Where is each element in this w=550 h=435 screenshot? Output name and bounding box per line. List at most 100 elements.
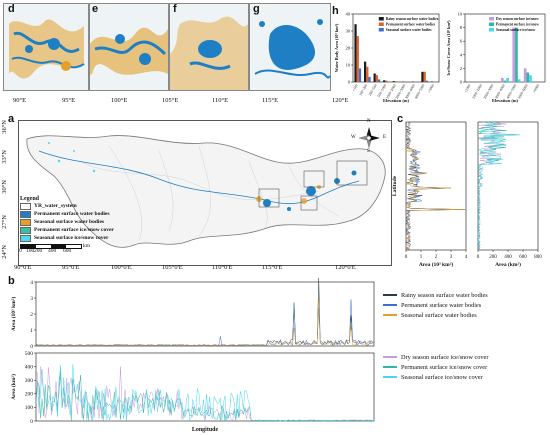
- legend-swatch: [489, 28, 494, 32]
- legend-line: [383, 304, 397, 306]
- x-tick-label: 3000~4000: [404, 83, 416, 99]
- legend-line: [383, 294, 397, 296]
- y-tick-label: 0: [460, 80, 463, 85]
- x-axis-label: Elevation (m): [383, 98, 410, 103]
- y-tick-label: 4: [30, 280, 33, 286]
- y-axis-label: Area (km²): [10, 374, 17, 400]
- panel-letter-d: d: [8, 3, 15, 15]
- top-axis-tick: 120°E: [332, 97, 349, 104]
- x-tick-label: >5000: [427, 83, 435, 93]
- x-tick-label: 200~500: [368, 83, 378, 96]
- legend-label: Seasonal surface water bodies: [34, 219, 105, 225]
- y-tick-label: 300: [25, 378, 34, 384]
- x-axis-label: Area (km²): [495, 261, 521, 268]
- bar: [383, 80, 386, 82]
- y-tick-label: 10: [346, 63, 351, 68]
- y-tick-label: 0: [30, 344, 33, 350]
- x-tick-label: <1000: [464, 83, 472, 93]
- chart-b-top: 0 1 2 3 4 Area (10³ km²): [10, 278, 375, 350]
- x-tick-label: 5000~6000: [517, 83, 529, 99]
- chart-c-left: 0 1 2 3 4 Area (10³ km²) Latitude: [392, 121, 468, 268]
- b-top-legend: Rainy season surface water bodies Permane…: [383, 290, 548, 320]
- series-line: [405, 121, 465, 251]
- plot-frame: [35, 352, 375, 422]
- x-tick-label: 4: [465, 255, 468, 260]
- tile-f: [169, 3, 249, 91]
- b-legend-item: Dry season surface ice/snow cover: [383, 352, 548, 362]
- chart-b-bottom: 0 100 200 300 400 500 Area (km²) Longitude: [10, 351, 375, 433]
- bar: [363, 61, 367, 82]
- y-tick-label: 1: [30, 328, 33, 334]
- legend-line: [383, 366, 397, 368]
- scale-bar: 0 100 200 400 600 km: [19, 243, 170, 257]
- bar: [373, 73, 376, 82]
- legend-swatch: [20, 210, 31, 218]
- legend-item: Seasonal surface ice/snow cover: [20, 234, 170, 242]
- legend-label: Seasonal surface ice/snow cover: [34, 235, 109, 241]
- legend-label: Seasonal surface water bodies: [386, 28, 432, 32]
- legend-label: Permanent surface water bodies: [401, 301, 482, 309]
- panel-letter-h: h: [332, 5, 339, 17]
- b-legend-item: Seasonal surface water bodies: [383, 310, 548, 320]
- y-tick-label: 100: [25, 405, 34, 411]
- map-lat-tick: 30°N: [1, 180, 8, 194]
- y-tick-label: 0: [348, 80, 351, 85]
- y-tick-label: 0: [30, 419, 33, 425]
- y-tick-label: 6: [460, 39, 463, 44]
- y-axis-label: Latitude: [392, 175, 398, 196]
- scale-tick: 200: [34, 248, 43, 254]
- x-tick-label: 1000~2000: [385, 83, 397, 99]
- map-lon-tick: 95°0'E: [62, 264, 80, 271]
- map-frame: [18, 120, 392, 266]
- bar: [394, 81, 398, 82]
- map-legend: Legend YR_water_system Permanent surface …: [19, 196, 170, 257]
- x-tick-label: 2: [435, 255, 438, 260]
- b-legend-item: Permanent surface ice/snow cover: [383, 362, 548, 372]
- x-tick-label: 2000~3000: [395, 83, 407, 99]
- y-tick-label: 30: [346, 29, 351, 34]
- legend-line: [383, 356, 397, 358]
- bar: [503, 80, 507, 82]
- y-tick-label: 2: [30, 312, 33, 318]
- panel-letter-b: b: [8, 275, 15, 287]
- series-line: [477, 121, 521, 251]
- north-label: N: [367, 119, 371, 124]
- plot-frame: [477, 121, 539, 251]
- tile-g: [249, 3, 331, 91]
- top-axis-tick: 100°E: [111, 97, 128, 104]
- panel-letter-c: c: [397, 113, 404, 125]
- legend-label: Permanent surface ice/snow: [496, 23, 539, 27]
- legend-item: Permanent surface ice/snow cover: [20, 226, 170, 234]
- west-label: W: [351, 135, 356, 140]
- x-tick-label: 100~200: [358, 83, 368, 96]
- y-tick-label: 500: [25, 351, 34, 357]
- tile-e: [89, 3, 169, 91]
- legend-line: [383, 314, 397, 316]
- map-lon-tick: 110°0'E: [212, 264, 233, 271]
- x-tick-label: 0: [477, 255, 480, 260]
- panel-letter-e: e: [92, 3, 99, 15]
- b-legend-item: Permanent surface water bodies: [383, 300, 548, 310]
- y-tick-label: 40: [346, 12, 351, 17]
- b-legend-item: Seasonal surface ice/snow cover: [383, 372, 548, 382]
- y-tick-label: 400: [25, 364, 34, 370]
- tile-d: [3, 3, 89, 91]
- bar: [423, 71, 426, 82]
- x-tick-label: 1: [420, 255, 423, 260]
- bar: [387, 81, 390, 82]
- tile-d-map: [4, 4, 88, 90]
- chart-c-right: 0 200 400 600 800 Area (km²): [477, 121, 542, 268]
- legend-swatch: [20, 234, 31, 242]
- legend-label: YR_water_system: [34, 203, 77, 209]
- bar: [512, 27, 516, 83]
- x-tick-label: 4000~5000: [414, 83, 426, 99]
- map-lon-tick: 120°0'E: [335, 264, 356, 271]
- top-axis: 90°E 95°E 100°E 105°E 110°E 115°E 120°E: [0, 97, 370, 107]
- bar: [523, 68, 527, 82]
- map-lon-tick: 100°0'E: [111, 264, 132, 271]
- chart-h-left: 0 10 20 30 40 <100 100~200 200~500500~10001000~…: [334, 12, 440, 103]
- x-tick-label: 200: [489, 255, 497, 260]
- x-tick-label: 800: [534, 255, 542, 260]
- bar: [506, 77, 509, 82]
- scale-tick: 0: [19, 248, 22, 254]
